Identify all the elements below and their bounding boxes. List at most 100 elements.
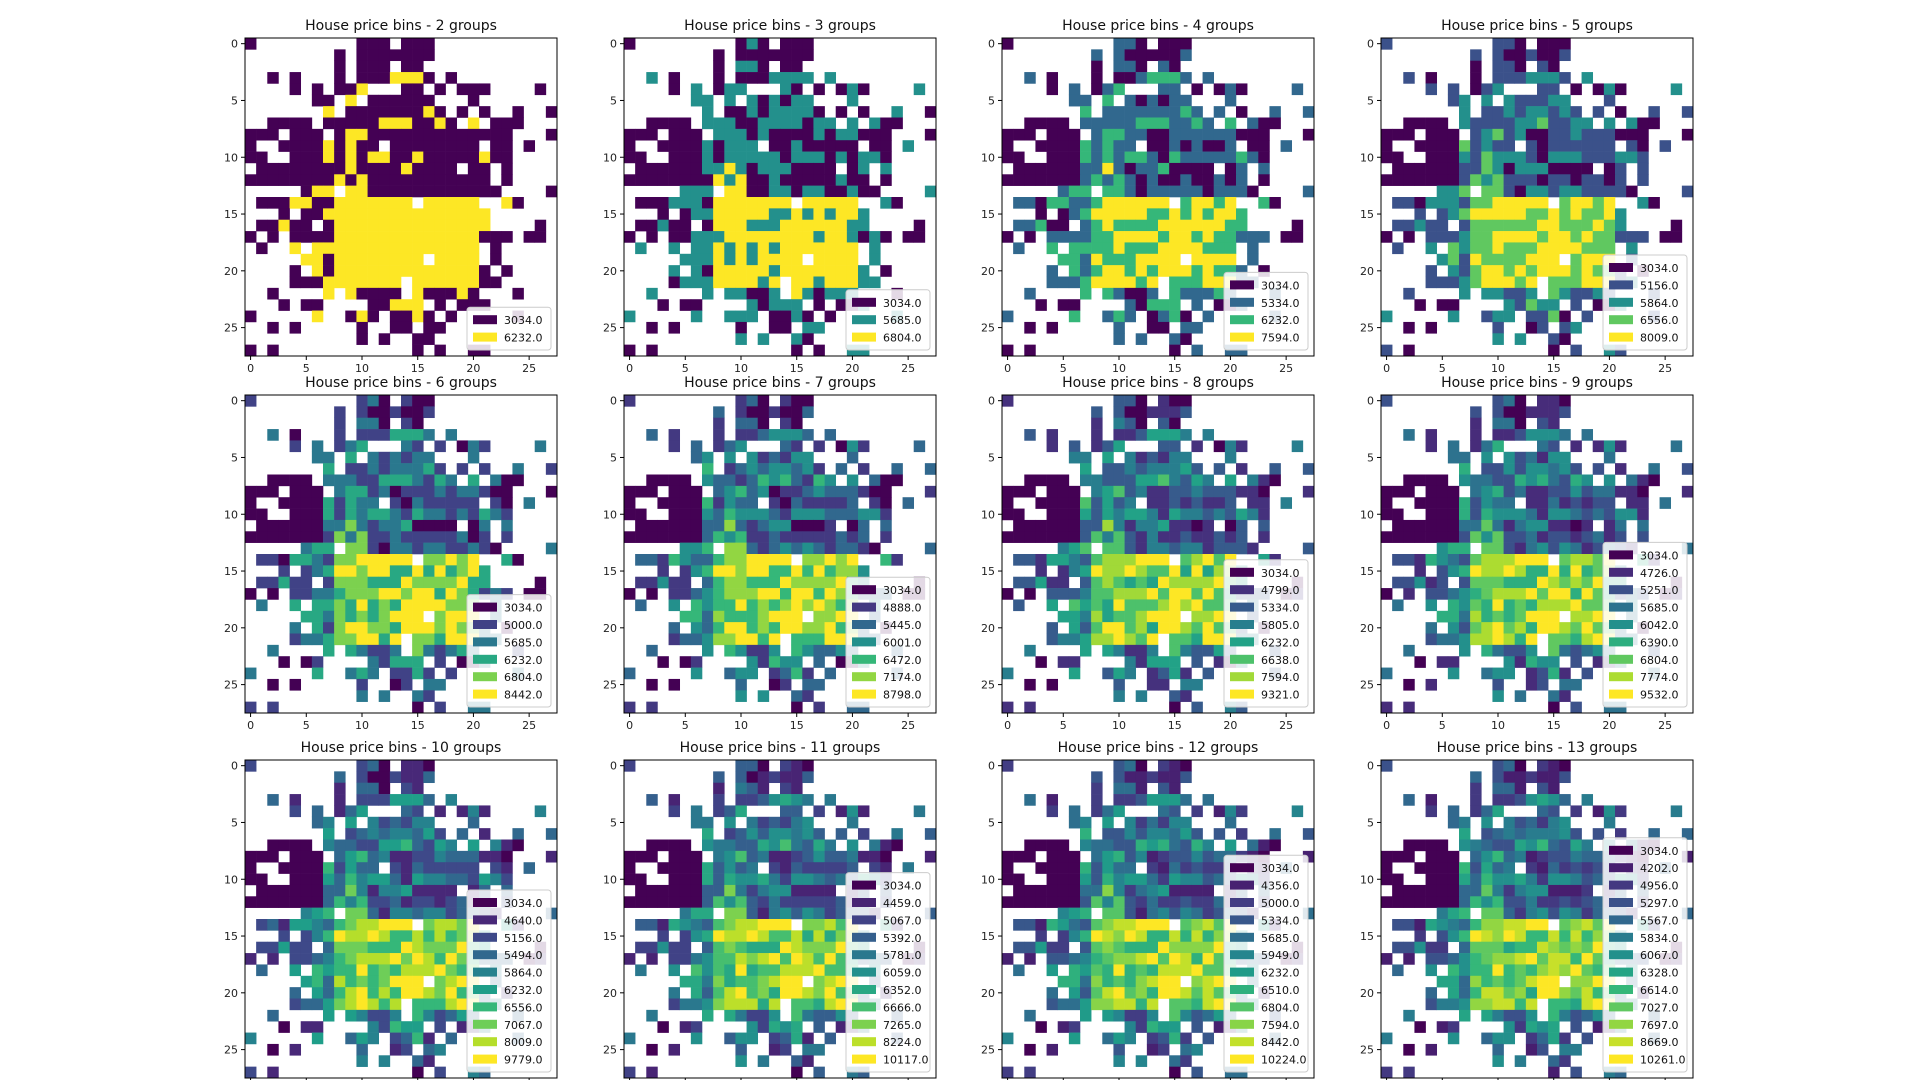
- heatmap-cell: [1559, 151, 1571, 164]
- heatmap-cell: [780, 975, 792, 988]
- heatmap-cell: [412, 497, 424, 509]
- heatmap-cell: [1191, 884, 1203, 897]
- heatmap-cell: [1570, 531, 1582, 543]
- heatmap-cell: [300, 576, 313, 589]
- heatmap-cell: [1470, 576, 1482, 589]
- heatmap-cell: [1046, 805, 1059, 818]
- heatmap-cell: [1459, 276, 1471, 289]
- heatmap-cell: [467, 231, 480, 243]
- heatmap-cell: [1470, 599, 1482, 612]
- heatmap-cell: [735, 60, 747, 73]
- heatmap-cell: [791, 987, 803, 999]
- heatmap-cell: [1559, 622, 1571, 634]
- heatmap-cell: [780, 219, 792, 232]
- heatmap-cell: [668, 919, 681, 931]
- heatmap-cell: [780, 678, 792, 691]
- heatmap-cell: [735, 633, 747, 646]
- heatmap-cell: [401, 919, 413, 931]
- heatmap-cell: [1224, 208, 1237, 221]
- heatmap-cell: [356, 794, 368, 806]
- heatmap-cell: [768, 644, 781, 657]
- heatmap-cell: [1615, 128, 1627, 141]
- heatmap-cell: [1113, 265, 1125, 277]
- heatmap-cell: [1447, 265, 1460, 277]
- heatmap-cell: [1169, 794, 1181, 806]
- heatmap-cell: [1135, 884, 1148, 897]
- heatmap-cell: [690, 185, 703, 198]
- heatmap-cell: [1135, 941, 1148, 954]
- heatmap-cell: [356, 287, 368, 300]
- heatmap-cell: [334, 117, 346, 130]
- heatmap-cell: [445, 599, 458, 612]
- heatmap-cell: [1158, 485, 1170, 498]
- heatmap-cell: [1302, 463, 1315, 475]
- heatmap-cell: [300, 839, 313, 852]
- legend-swatch: [1230, 654, 1254, 664]
- heatmap-cell: [289, 964, 302, 977]
- heatmap-cell: [1091, 588, 1103, 600]
- heatmap-cell: [1046, 72, 1059, 84]
- heatmap-cell: [1548, 656, 1560, 668]
- heatmap-cell: [735, 287, 747, 300]
- heatmap-cell: [1570, 440, 1582, 453]
- heatmap-cell: [1180, 38, 1192, 50]
- heatmap-cell: [1481, 106, 1493, 118]
- heatmap-cell: [423, 622, 435, 634]
- heatmap-cell: [668, 83, 681, 96]
- heatmap-cell: [1514, 162, 1527, 175]
- heatmap-cell: [1381, 701, 1393, 714]
- heatmap-cell: [1135, 873, 1148, 886]
- heatmap-cell: [768, 474, 781, 487]
- heatmap-cell: [835, 828, 848, 840]
- heatmap-cell: [858, 485, 870, 498]
- heatmap-cell: [1492, 162, 1504, 175]
- heatmap-cell: [1537, 599, 1549, 612]
- heatmap-cell: [780, 83, 792, 96]
- heatmap-cell: [1603, 185, 1616, 198]
- heatmap-cell: [456, 998, 469, 1011]
- heatmap-cell: [757, 565, 770, 578]
- heatmap-cell: [668, 599, 681, 612]
- legend-swatch: [473, 985, 497, 994]
- heatmap-cell: [668, 1043, 681, 1056]
- heatmap-cell: [1080, 231, 1092, 243]
- heatmap-cell: [1537, 531, 1549, 543]
- heatmap-cell: [1436, 117, 1449, 130]
- heatmap-cell: [434, 208, 446, 221]
- heatmap-cell: [802, 667, 814, 680]
- heatmap-cell: [445, 117, 458, 130]
- heatmap-cell: [1213, 599, 1226, 612]
- heatmap-cell: [356, 839, 368, 852]
- heatmap-cell: [746, 850, 759, 863]
- heatmap-cell: [1213, 896, 1226, 908]
- panel-title: House price bins - 8 groups: [1062, 375, 1254, 391]
- heatmap-cell: [345, 276, 357, 289]
- heatmap-cell: [1537, 463, 1549, 475]
- heatmap-cell: [412, 907, 424, 920]
- heatmap-cell: [278, 208, 290, 221]
- heatmap-cell: [479, 588, 491, 600]
- heatmap-cell: [345, 816, 357, 829]
- heatmap-cell: [791, 440, 803, 453]
- heatmap-cell: [702, 508, 714, 521]
- heatmap-cell: [858, 219, 870, 232]
- heatmap-cell: [1035, 162, 1047, 175]
- heatmap-cell: [423, 49, 435, 62]
- heatmap-cell: [1570, 565, 1582, 578]
- heatmap-cell: [824, 873, 837, 886]
- heatmap-cell: [389, 128, 402, 141]
- heatmap-cell: [713, 964, 725, 977]
- heatmap-cell: [378, 941, 391, 954]
- heatmap-cell: [1091, 162, 1103, 175]
- heatmap-cell: [1135, 174, 1148, 186]
- heatmap-cell: [724, 276, 736, 289]
- heatmap-cell: [1091, 633, 1103, 646]
- heatmap-cell: [869, 542, 881, 555]
- heatmap-cell: [635, 873, 647, 886]
- heatmap-cell: [1492, 60, 1504, 73]
- heatmap-cell: [389, 276, 402, 289]
- heatmap-cell: [1537, 622, 1549, 634]
- heatmap-cell: [1013, 531, 1025, 543]
- heatmap-cell: [1503, 588, 1516, 600]
